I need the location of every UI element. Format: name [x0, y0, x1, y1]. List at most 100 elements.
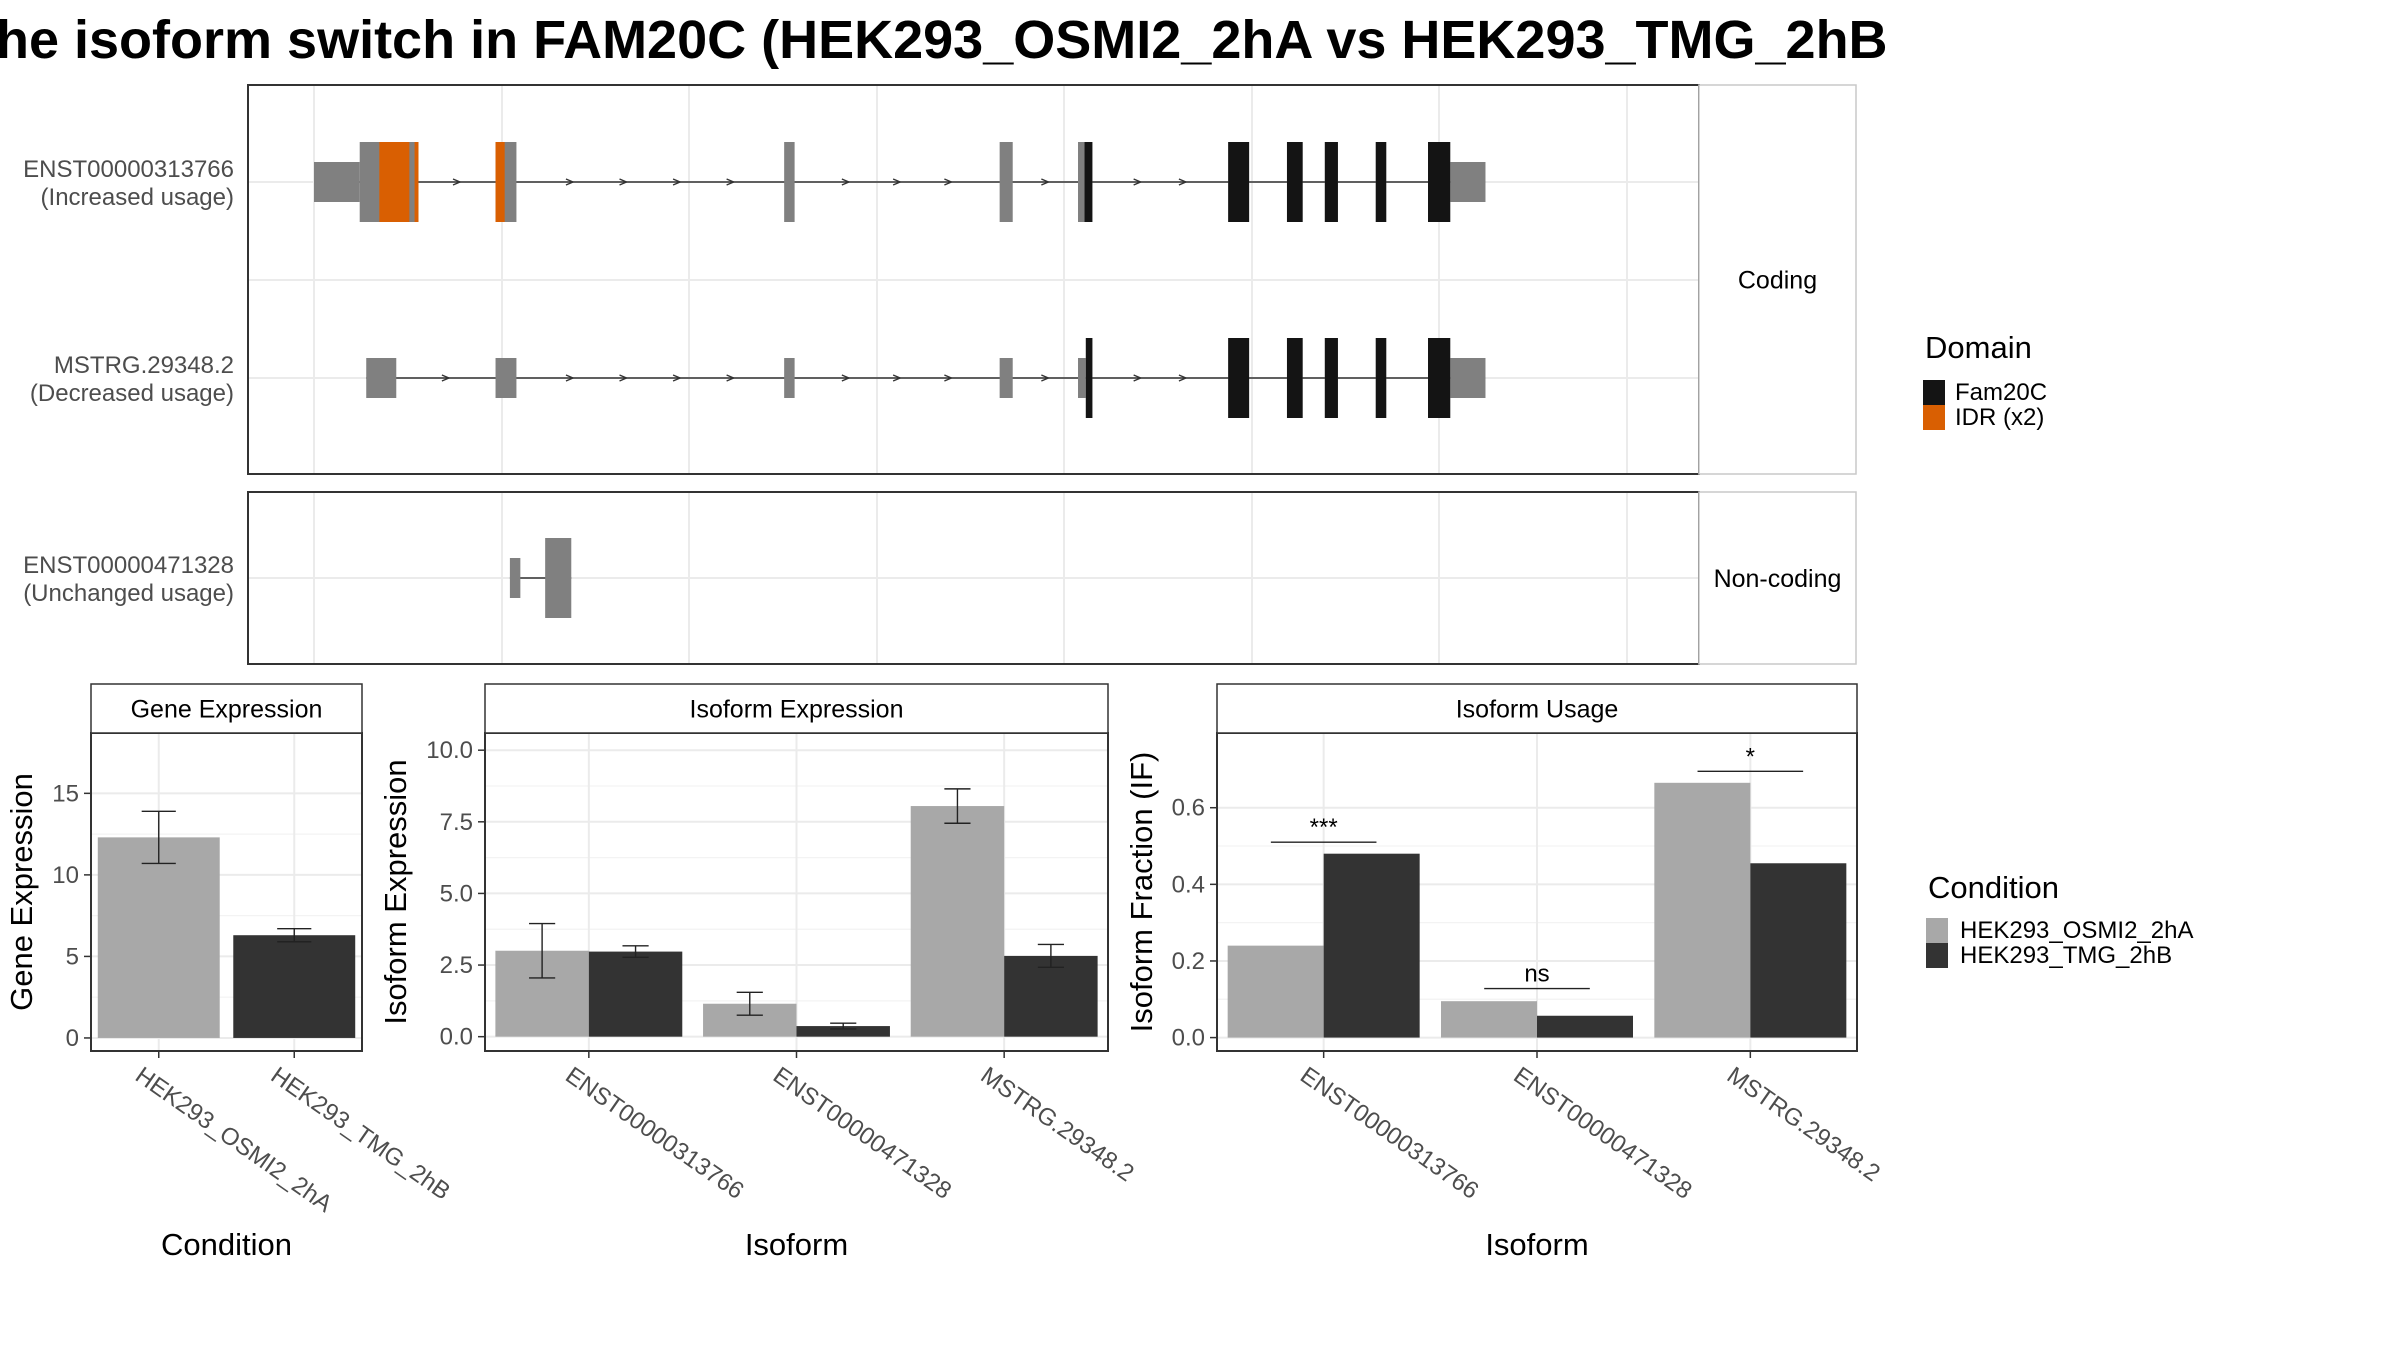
y-tick-label: 5.0 — [440, 880, 473, 907]
bar — [588, 951, 683, 1037]
bar — [1750, 863, 1847, 1038]
intron-arrow — [441, 374, 451, 382]
y-axis-title: Gene Expression — [4, 773, 39, 1011]
legend-title: Condition — [1928, 870, 2059, 905]
gene-structure-plot: ENST00000313766(Increased usage) MSTRG.29… — [23, 84, 1857, 665]
facet-strip-label: Coding — [1738, 267, 1817, 295]
intron-arrow — [1041, 374, 1051, 382]
fam20c-domain — [1084, 142, 1093, 222]
y-tick-label: 0 — [66, 1025, 79, 1052]
fam20c-domain — [1085, 338, 1093, 418]
intron-arrow — [452, 178, 462, 186]
idr-domain — [414, 142, 419, 222]
isoform-expression-panel: 0.0 2.5 5.0 7.5 10.0 ENST00000313766 ENST00000… — [378, 683, 1139, 1262]
intron-arrow — [565, 178, 575, 186]
legend-swatch — [1926, 943, 1948, 968]
fam20c-domain — [1428, 338, 1451, 418]
fam20c-domain — [1286, 338, 1303, 418]
y-axis-title: Isoform Fraction (IF) — [1124, 752, 1159, 1033]
facet-strip-label: Gene Expression — [131, 696, 323, 724]
fam20c-domain — [1375, 338, 1387, 418]
idr-domain — [495, 142, 505, 222]
x-axis-title: Condition — [161, 1227, 292, 1262]
legend-label: HEK293_OSMI2_2hA — [1960, 917, 2193, 944]
intron-arrow — [619, 374, 629, 382]
intron-arrow — [726, 374, 736, 382]
intron-arrow — [892, 374, 902, 382]
figure-title: he isoform switch in FAM20C (HEK293_OSMI… — [0, 10, 1888, 70]
utr-exon — [1450, 162, 1486, 202]
intron-arrow — [841, 374, 851, 382]
facet-strip-label: Isoform Usage — [1456, 696, 1619, 724]
y-tick-label: 10 — [52, 862, 79, 889]
y-tick-label: 0.4 — [1172, 871, 1205, 898]
utr-exon — [509, 558, 521, 598]
bar — [233, 935, 356, 1038]
isoform-usage-panel: 0.0 0.2 0.4 0.6 *** ENST00000313766 ns ENST0000… — [1124, 683, 1885, 1262]
isoform-usage-label: (Decreased usage) — [30, 380, 234, 407]
facet-strip — [90, 683, 363, 734]
facet-strip — [1698, 84, 1857, 475]
utr-exon — [366, 358, 397, 398]
legend-title: Domain — [1925, 330, 2032, 365]
fam20c-domain — [1228, 338, 1250, 418]
intron-arrow — [619, 178, 629, 186]
isoform-id-label: ENST00000471328 — [23, 552, 234, 579]
bar — [1537, 1015, 1633, 1038]
facet-strip-label: Isoform Expression — [690, 696, 904, 724]
idr-domain — [379, 142, 410, 222]
intron-arrow — [1133, 178, 1143, 186]
y-tick-label: 2.5 — [440, 952, 473, 979]
utr-exon — [1450, 358, 1486, 398]
bar — [910, 806, 1005, 1037]
intron-arrow — [1178, 374, 1188, 382]
isoform-id-label: MSTRG.29348.2 — [54, 352, 234, 379]
legend-label: IDR (x2) — [1955, 404, 2044, 431]
intron-arrow — [672, 178, 682, 186]
legend-swatch — [1923, 405, 1945, 430]
fam20c-domain — [1428, 142, 1451, 222]
significance-label: * — [1746, 743, 1755, 770]
utr-exon — [999, 358, 1013, 398]
intron-arrow — [944, 178, 954, 186]
y-tick-label: 0.6 — [1172, 795, 1205, 822]
x-tick-label: ENST00000471328 — [1509, 1062, 1697, 1205]
y-tick-label: 0.2 — [1172, 948, 1205, 975]
isoform-usage-label: (Unchanged usage) — [23, 580, 234, 607]
x-tick-label: MSTRG.29348.2 — [976, 1062, 1139, 1187]
facet-strip — [1698, 491, 1857, 665]
x-tick-label: MSTRG.29348.2 — [1722, 1062, 1885, 1187]
legend-swatch — [1923, 380, 1945, 405]
utr-exon — [495, 358, 517, 398]
intron-arrow — [892, 178, 902, 186]
utr-exon — [784, 358, 795, 398]
y-tick-label: 15 — [52, 780, 79, 807]
fam20c-domain — [1324, 142, 1338, 222]
intron-arrow — [1041, 178, 1051, 186]
intron-arrow — [672, 374, 682, 382]
x-tick-label: ENST00000313766 — [560, 1062, 748, 1205]
intron-arrow — [726, 178, 736, 186]
y-tick-label: 10.0 — [426, 737, 473, 764]
x-tick-label: ENST00000471328 — [768, 1062, 956, 1205]
facet-strip — [484, 683, 1109, 734]
isoform-usage-label: (Increased usage) — [41, 184, 234, 211]
cds-exon — [545, 538, 572, 618]
facet-strip — [1216, 683, 1858, 734]
significance-label: *** — [1310, 814, 1338, 841]
intron-arrow — [841, 178, 851, 186]
fam20c-domain — [1228, 142, 1250, 222]
x-axis-title: Isoform — [745, 1227, 848, 1262]
isoform-id-label: ENST00000313766 — [23, 156, 234, 183]
fam20c-domain — [1324, 338, 1338, 418]
legend-label: HEK293_TMG_2hB — [1960, 942, 2172, 969]
significance-label: ns — [1524, 961, 1549, 988]
y-tick-label: 0.0 — [440, 1024, 473, 1051]
intron-arrow — [565, 374, 575, 382]
utr-exon — [1078, 358, 1086, 398]
x-tick-label: ENST00000313766 — [1295, 1062, 1483, 1205]
y-tick-label: 7.5 — [440, 809, 473, 836]
cds-exon — [784, 142, 795, 222]
